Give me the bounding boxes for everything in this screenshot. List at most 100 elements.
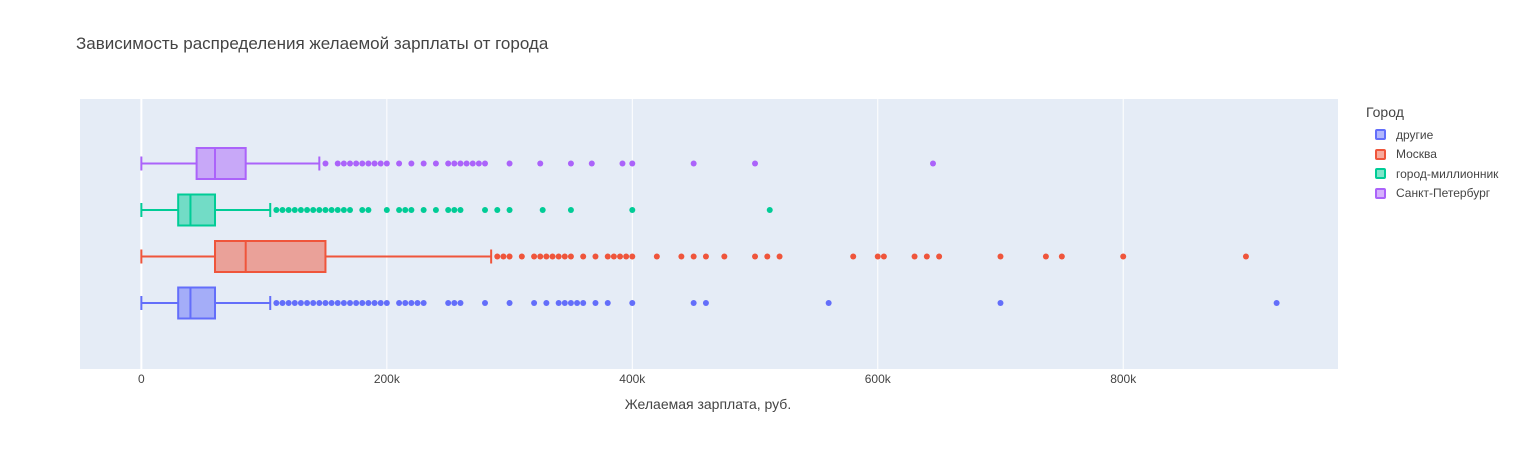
outlier-point[interactable] — [604, 300, 611, 306]
outlier-point[interactable] — [482, 207, 489, 213]
outlier-point[interactable] — [561, 300, 568, 306]
outlier-point[interactable] — [543, 300, 550, 306]
outlier-point[interactable] — [316, 300, 323, 306]
outlier-point[interactable] — [279, 207, 286, 213]
box-trace-2[interactable] — [140, 240, 1249, 273]
outlier-point[interactable] — [923, 253, 930, 260]
outlier-point[interactable] — [365, 300, 372, 306]
outlier-point[interactable] — [1058, 253, 1065, 260]
outlier-point[interactable] — [850, 253, 857, 260]
outlier-point[interactable] — [506, 207, 513, 213]
outlier-point[interactable] — [285, 207, 292, 213]
outlier-point[interactable] — [702, 300, 709, 306]
outlier-point[interactable] — [506, 253, 513, 260]
outlier-point[interactable] — [518, 253, 525, 260]
outlier-point[interactable] — [690, 253, 697, 260]
outlier-point[interactable] — [482, 160, 489, 167]
outlier-point[interactable] — [702, 253, 709, 260]
outlier-point[interactable] — [414, 300, 421, 306]
legend-items[interactable]: другие Москва город-миллионник Санкт-Петерб… — [1366, 125, 1498, 203]
outlier-point[interactable] — [334, 160, 341, 167]
outlier-point[interactable] — [592, 253, 599, 260]
outlier-point[interactable] — [653, 253, 660, 260]
outlier-point[interactable] — [340, 300, 347, 306]
box-trace-1[interactable] — [140, 286, 1280, 320]
outlier-point[interactable] — [629, 253, 636, 260]
outlier-point[interactable] — [506, 160, 513, 167]
outlier-point[interactable] — [721, 253, 728, 260]
outlier-point[interactable] — [531, 300, 538, 306]
outlier-point[interactable] — [340, 160, 347, 167]
outlier-point[interactable] — [543, 253, 550, 260]
outlier-point[interactable] — [766, 207, 773, 213]
outlier-point[interactable] — [432, 160, 439, 167]
outlier-point[interactable] — [322, 160, 329, 167]
outlier-point[interactable] — [457, 207, 464, 213]
outlier-point[interactable] — [432, 207, 439, 213]
outlier-point[interactable] — [997, 253, 1004, 260]
outlier-point[interactable] — [445, 207, 452, 213]
outlier-point[interactable] — [776, 253, 783, 260]
outlier-point[interactable] — [396, 207, 403, 213]
outlier-point[interactable] — [273, 300, 280, 306]
outlier-point[interactable] — [506, 300, 513, 306]
outlier-point[interactable] — [567, 300, 574, 306]
outlier-point[interactable] — [1120, 253, 1127, 260]
outlier-point[interactable] — [555, 253, 562, 260]
outlier-point[interactable] — [371, 160, 378, 167]
outlier-point[interactable] — [334, 300, 341, 306]
outlier-point[interactable] — [752, 253, 759, 260]
legend-item[interactable]: Санкт-Петербург — [1366, 184, 1498, 204]
outlier-point[interactable] — [359, 160, 366, 167]
outlier-point[interactable] — [1242, 253, 1249, 260]
outlier-point[interactable] — [574, 300, 581, 306]
iqr-box[interactable] — [195, 147, 247, 180]
outlier-point[interactable] — [291, 300, 298, 306]
outlier-point[interactable] — [304, 207, 311, 213]
outlier-point[interactable] — [328, 207, 335, 213]
outlier-point[interactable] — [619, 160, 626, 167]
outlier-point[interactable] — [629, 160, 636, 167]
outlier-point[interactable] — [322, 207, 329, 213]
outlier-point[interactable] — [539, 207, 546, 213]
outlier-point[interactable] — [402, 207, 409, 213]
outlier-point[interactable] — [353, 160, 360, 167]
outlier-point[interactable] — [911, 253, 918, 260]
outlier-point[interactable] — [1273, 300, 1280, 306]
outlier-point[interactable] — [690, 300, 697, 306]
outlier-point[interactable] — [580, 253, 587, 260]
outlier-point[interactable] — [445, 160, 452, 167]
outlier-point[interactable] — [561, 253, 568, 260]
outlier-point[interactable] — [383, 300, 390, 306]
outlier-point[interactable] — [580, 300, 587, 306]
outlier-point[interactable] — [567, 253, 574, 260]
outlier-point[interactable] — [340, 207, 347, 213]
iqr-box[interactable] — [177, 286, 217, 320]
outlier-point[interactable] — [408, 300, 415, 306]
outlier-point[interactable] — [359, 207, 366, 213]
outlier-point[interactable] — [383, 160, 390, 167]
outlier-point[interactable] — [402, 300, 409, 306]
outlier-point[interactable] — [371, 300, 378, 306]
legend-item[interactable]: город-миллионник — [1366, 164, 1498, 184]
outlier-point[interactable] — [623, 253, 630, 260]
outlier-point[interactable] — [377, 300, 384, 306]
outlier-point[interactable] — [396, 160, 403, 167]
outlier-point[interactable] — [408, 207, 415, 213]
outlier-point[interactable] — [629, 207, 636, 213]
outlier-point[interactable] — [494, 207, 501, 213]
outlier-point[interactable] — [451, 160, 458, 167]
legend-item[interactable]: другие — [1366, 125, 1498, 145]
iqr-box[interactable] — [177, 193, 217, 227]
outlier-point[interactable] — [752, 160, 759, 167]
outlier-point[interactable] — [328, 300, 335, 306]
outlier-point[interactable] — [475, 160, 482, 167]
outlier-point[interactable] — [365, 160, 372, 167]
outlier-point[interactable] — [567, 207, 574, 213]
outlier-point[interactable] — [537, 253, 544, 260]
outlier-point[interactable] — [347, 300, 354, 306]
outlier-point[interactable] — [334, 207, 341, 213]
outlier-point[interactable] — [347, 160, 354, 167]
outlier-point[interactable] — [678, 253, 685, 260]
box-trace-4[interactable] — [140, 147, 936, 180]
